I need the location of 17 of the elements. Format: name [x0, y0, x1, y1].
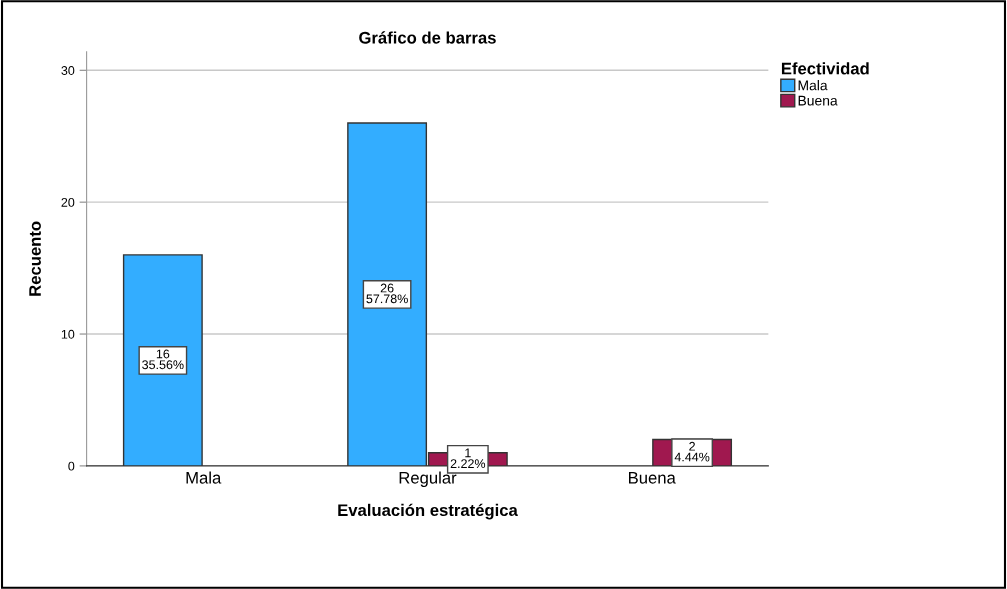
y-tick-label: 20	[61, 197, 75, 207]
data-label: 26 57.78%	[366, 283, 408, 304]
y-axis-title: Recuento	[29, 221, 41, 296]
data-label: 1 2.22%	[450, 448, 486, 468]
y-tick-label: 10	[61, 329, 75, 339]
y-tick-label: 0	[68, 461, 75, 471]
x-axis-title: Evaluación estratégica	[338, 503, 518, 520]
chart-title: Gráfico de barras	[359, 31, 496, 44]
legend-label: Mala	[798, 80, 828, 91]
x-tick-label: Buena	[629, 472, 676, 484]
data-label: 2 4.44%	[674, 441, 710, 462]
y-tick-label: 30	[61, 66, 75, 75]
legend-label: Buena	[798, 95, 838, 106]
legend-title: Efectividad	[781, 62, 869, 75]
x-tick-label: Mala	[186, 471, 222, 484]
x-tick-label: Regular	[399, 471, 457, 487]
data-label: 16 35.56%	[142, 349, 184, 370]
